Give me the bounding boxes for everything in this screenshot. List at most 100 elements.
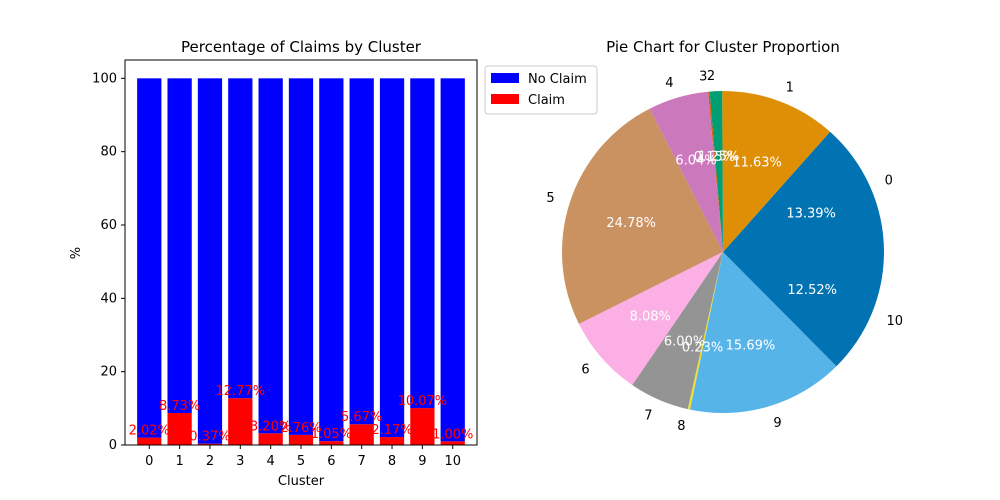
pie-slice-1 (722, 91, 831, 252)
pie-slice-3 (708, 91, 723, 252)
pie-slice-label: 4 (665, 76, 673, 91)
bar-data-label: 1.05% (311, 427, 352, 442)
bar-no-claim (319, 78, 344, 442)
bar-claim (440, 441, 465, 445)
bar-chart-title: Percentage of Claims by Cluster (181, 38, 422, 56)
pie-chart-title: Pie Chart for Cluster Proportion (606, 38, 840, 56)
legend-label-claim: Claim (528, 93, 565, 108)
x-tick-label: 6 (327, 454, 335, 469)
bar-plot-frame (124, 59, 478, 446)
pie-slice-label: 5 (546, 191, 554, 206)
bar-data-labels: 2.02% 8.73% 0.37% 12.77% 3.20%2.76%1.05% 5.67… (129, 384, 474, 444)
pie-slice-label: 3 (699, 70, 707, 85)
y-tick-label: 100 (92, 71, 117, 86)
bar-data-label: 2.17% (371, 423, 412, 438)
bar-no-claim (440, 78, 465, 442)
pie-slice-label: 10 (887, 314, 904, 329)
bar-data-label: 3.20% (250, 419, 291, 434)
y-tick-label: 40 (100, 291, 117, 306)
bar-claim (410, 408, 435, 445)
pie-percent-labels: 13.39% 11.63%1.25%0.15%6.04% 24.78% 8.08% 6.… (606, 149, 837, 355)
x-tick-label: 3 (236, 454, 244, 469)
bar-no-claim (137, 78, 162, 438)
pie-slice-label: 1 (786, 80, 794, 95)
pie-slice-label: 0 (885, 174, 893, 189)
pie-percent-label: 15.69% (726, 339, 776, 354)
bar-no-claim (379, 78, 405, 438)
pie-percent-label: 8.08% (630, 310, 671, 325)
y-tick-label: 20 (100, 365, 117, 380)
y-tick-label: 0 (109, 438, 117, 453)
x-tick-label: 1 (175, 454, 183, 469)
pie-chart: Pie Chart for Cluster Proportion 0123456… (546, 38, 903, 434)
y-axis-label: % (69, 247, 84, 259)
bar-no-claim (258, 78, 283, 434)
bar-claim (379, 437, 405, 445)
pie-percent-label: 0.23% (682, 340, 723, 355)
pie-slice-label: 2 (707, 69, 715, 84)
bar-data-label: 10.07% (398, 394, 448, 409)
pie-percent-label: 6.00% (664, 335, 705, 350)
bar-no-claim (288, 78, 314, 435)
pie-slice-2 (709, 91, 723, 252)
bar-claim (349, 424, 374, 445)
x-tick-label: 5 (297, 454, 305, 469)
bar-data-label: 2.76% (280, 421, 321, 436)
y-tick-label: 80 (100, 145, 117, 160)
bar-data-label: 2.02% (129, 424, 170, 439)
pie-percent-label: 1.25% (698, 149, 739, 164)
y-tick-label: 60 (100, 218, 117, 233)
pie-slice-4 (649, 91, 723, 252)
pie-slice-label: 7 (644, 408, 652, 423)
bar-data-label: 12.77% (216, 384, 266, 399)
x-tick-label: 8 (388, 454, 396, 469)
pie-slices (562, 91, 884, 414)
pie-slice-0 (723, 131, 884, 252)
bar-no-claim (197, 78, 223, 444)
bar-claim (197, 443, 223, 445)
pie-slice-9 (690, 252, 837, 414)
x-tick-label: 9 (418, 454, 426, 469)
bar-series (137, 78, 465, 445)
bar-data-label: 1.00% (432, 427, 473, 442)
pie-percent-label: 0.15% (694, 150, 735, 165)
bar-no-claim (167, 78, 192, 413)
pie-slice-5 (562, 108, 723, 324)
pie-percent-label: 11.63% (732, 156, 782, 171)
x-tick-label: 4 (267, 454, 275, 469)
bar-no-claim (410, 78, 435, 409)
pie-percent-label: 12.52% (787, 283, 837, 298)
bar-no-claim (349, 78, 374, 425)
x-axis-ticks: 0 1 2 3 4 5 6 7 8 9 10 (145, 445, 461, 469)
bar-claim (228, 398, 253, 445)
bar-claim (319, 441, 344, 445)
x-tick-label: 0 (145, 454, 153, 469)
pie-slice-label: 6 (581, 363, 589, 378)
bar-claim (258, 433, 283, 445)
x-tick-label: 10 (444, 454, 461, 469)
pie-slice-8 (687, 252, 723, 410)
legend-label-no-claim: No Claim (528, 72, 587, 87)
pie-percent-label: 6.04% (675, 153, 716, 168)
pie-slice-10 (723, 252, 884, 367)
pie-slice-label: 8 (677, 419, 685, 434)
pie-slice-6 (578, 252, 723, 386)
pie-percent-label: 13.39% (786, 206, 836, 221)
bar-no-claim (228, 78, 253, 399)
bar-claim (137, 437, 162, 445)
pie-slice-label: 9 (773, 416, 781, 431)
pie-percent-label: 24.78% (606, 216, 656, 231)
x-tick-label: 2 (206, 454, 214, 469)
bar-claim (167, 412, 192, 445)
bar-data-label: 8.73% (159, 399, 200, 414)
bar-chart: Percentage of Claims by Cluster 02040608… (69, 38, 598, 489)
bar-data-label: 5.67% (341, 410, 382, 425)
bar-claim (288, 434, 314, 445)
legend: No Claim Claim (484, 65, 598, 115)
x-axis-label: Cluster (278, 474, 325, 489)
legend-swatch-claim (491, 94, 519, 104)
pie-slice-7 (632, 252, 723, 410)
legend-swatch-no-claim (491, 73, 519, 83)
